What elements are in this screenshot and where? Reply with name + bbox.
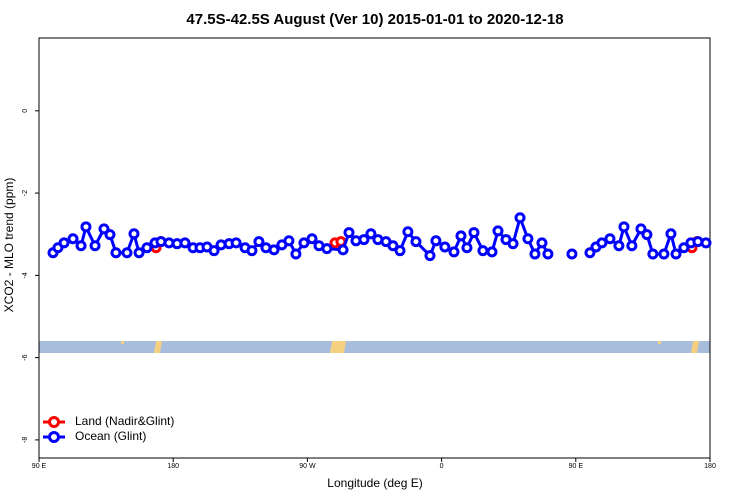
point [110, 247, 122, 259]
point [306, 233, 318, 245]
point [337, 244, 349, 256]
point [141, 242, 153, 254]
point [604, 233, 616, 245]
point [343, 227, 355, 239]
x-axis-label: Longitude (deg E) [327, 476, 422, 490]
point [387, 240, 399, 252]
point [670, 248, 682, 260]
plot-frame [38, 37, 711, 459]
point [468, 227, 480, 239]
point [529, 248, 541, 260]
y-axis-label: XCO2 - MLO trend (ppm) [2, 178, 16, 313]
point [365, 228, 377, 240]
point [104, 229, 116, 241]
coverage-band [39, 341, 710, 353]
y-tick-label: -2 [22, 190, 29, 196]
point [522, 233, 534, 245]
y-tick-label: -4 [22, 272, 29, 278]
x-tick-label: 0 [440, 463, 444, 470]
point [133, 247, 145, 259]
point [179, 237, 191, 249]
point [430, 235, 442, 247]
point [507, 238, 519, 250]
point [321, 243, 333, 255]
legend-swatch [48, 416, 60, 428]
point [424, 250, 436, 262]
point [394, 245, 406, 257]
point [477, 245, 489, 257]
point [492, 225, 504, 237]
point [700, 237, 712, 249]
point [208, 245, 220, 257]
point [658, 248, 670, 260]
point [58, 237, 70, 249]
chart-title: 47.5S-42.5S August (Ver 10) 2015-01-01 t… [186, 11, 563, 28]
x-tick-label: 180 [704, 463, 716, 470]
point [461, 242, 473, 254]
point [439, 241, 451, 253]
point [80, 221, 92, 233]
point [402, 226, 414, 238]
point [128, 228, 140, 240]
point [613, 240, 625, 252]
point [566, 248, 578, 260]
point [246, 245, 258, 257]
x-tick-label: 180 [167, 463, 179, 470]
point [448, 246, 460, 258]
point [678, 242, 690, 254]
point [410, 236, 422, 248]
y-tick-label: -6 [22, 354, 29, 360]
point [641, 229, 653, 241]
point [358, 234, 370, 246]
point [647, 248, 659, 260]
point [253, 236, 265, 248]
point [665, 228, 677, 240]
x-tick-label: 90 E [32, 463, 47, 470]
x-tick-label: 90 W [299, 463, 316, 470]
point [121, 247, 133, 259]
y-tick-label: -8 [22, 437, 29, 443]
point [67, 233, 79, 245]
point [542, 248, 554, 260]
point [230, 237, 242, 249]
point [618, 221, 630, 233]
point [89, 240, 101, 252]
point [596, 237, 608, 249]
point [298, 237, 310, 249]
point [283, 235, 295, 247]
point [75, 240, 87, 252]
legend-swatch [48, 431, 60, 443]
point [626, 240, 638, 252]
legend-label: Land (Nadir&Glint) [75, 414, 174, 428]
point [536, 237, 548, 249]
y-tick-label: 0 [22, 109, 29, 113]
point [268, 244, 280, 256]
legend: Land (Nadir&Glint) Ocean (Glint) [43, 414, 174, 443]
point [455, 230, 467, 242]
legend-label: Ocean (Glint) [75, 429, 146, 443]
point [290, 248, 302, 260]
x-tick-label: 90 E [569, 463, 584, 470]
point [486, 246, 498, 258]
point [514, 212, 526, 224]
